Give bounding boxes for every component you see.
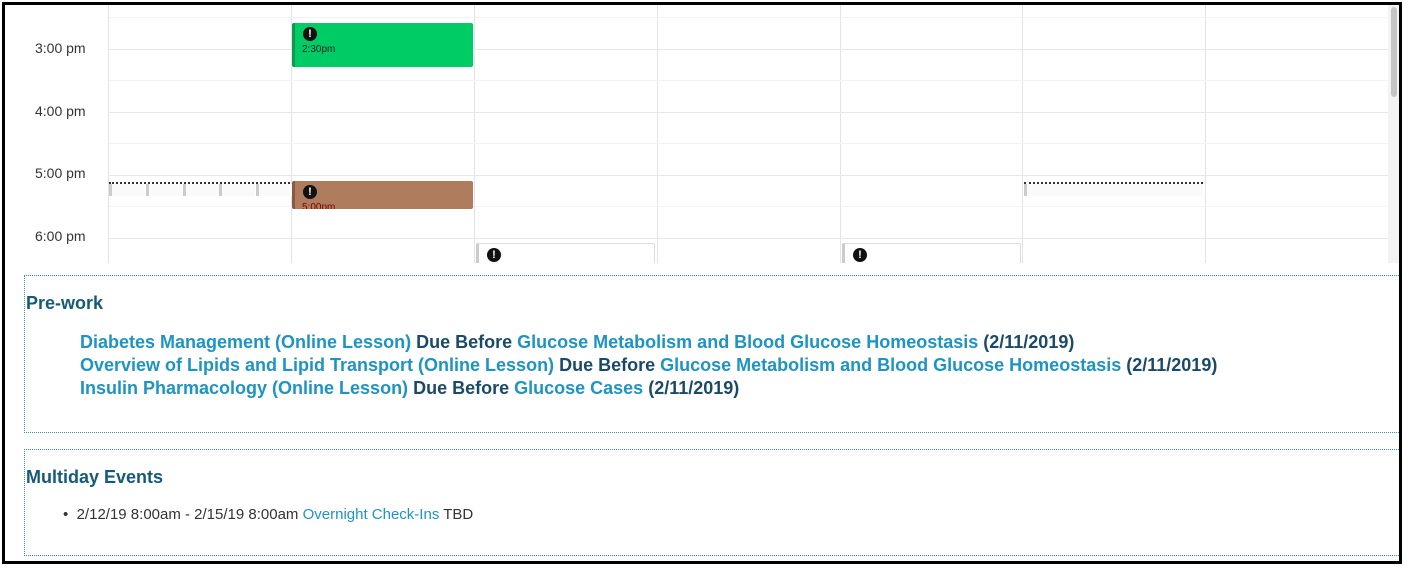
event-time: 2:30pm [302, 44, 336, 55]
event-chip[interactable] [183, 184, 219, 196]
window: 3:00 pm 4:00 pm 5:00 pm 6:00 pm ! 2:30pm… [2, 2, 1402, 564]
col-line [291, 5, 292, 263]
session-link[interactable]: Glucose Cases [514, 378, 644, 398]
event-location: TBD [443, 506, 474, 523]
section-title: Multiday Events [26, 467, 164, 487]
event-dates: 2/12/19 8:00am - 2/15/19 8:00am [76, 506, 299, 523]
multiday-item: • 2/12/19 8:00am - 2/15/19 8:00am Overni… [63, 506, 474, 523]
alert-icon: ! [487, 248, 501, 262]
session-link[interactable]: Glucose Metabolism and Blood Glucose Hom… [660, 355, 1122, 375]
lesson-link[interactable]: Overview of Lipids and Lipid Transport (… [80, 355, 555, 375]
event[interactable]: ! [476, 243, 655, 263]
due-text: Due Before [413, 378, 510, 398]
col-line [1205, 5, 1206, 263]
alert-icon: ! [303, 27, 317, 41]
time-label: 6:00 pm [35, 228, 86, 244]
multiday-section: Multiday Events • 2/12/19 8:00am - 2/15/… [24, 449, 1399, 556]
lesson-link[interactable]: Diabetes Management (Online Lesson) [80, 332, 412, 352]
event-chip[interactable] [256, 184, 292, 196]
event[interactable]: ! 5:00pm [292, 181, 473, 209]
time-label: 4:00 pm [35, 103, 86, 119]
prework-section: Pre-work Diabetes Management (Online Les… [24, 275, 1399, 433]
scrollbar[interactable] [1388, 5, 1399, 263]
calendar: 3:00 pm 4:00 pm 5:00 pm 6:00 pm ! 2:30pm… [5, 5, 1399, 263]
event-group [1024, 182, 1203, 197]
col-line [1022, 5, 1023, 263]
row-line [109, 206, 1389, 207]
row-line [109, 112, 1389, 113]
row-line [109, 238, 1389, 239]
alert-icon: ! [303, 185, 317, 199]
due-date: (2/11/2019) [648, 378, 740, 398]
col-line [108, 5, 109, 263]
time-label: 5:00 pm [35, 165, 86, 181]
event[interactable]: ! 2:30pm [292, 23, 473, 67]
section-title: Pre-work [26, 293, 104, 313]
event-time: 5:00pm [302, 202, 336, 209]
scroll-thumb[interactable] [1391, 7, 1397, 97]
prework-item: Overview of Lipids and Lipid Transport (… [80, 355, 1217, 376]
due-text: Due Before [559, 355, 656, 375]
row-line [109, 175, 1389, 176]
row-line [109, 17, 1389, 18]
event-chip[interactable] [109, 184, 145, 196]
alert-icon: ! [853, 248, 867, 262]
event-chip[interactable] [146, 184, 182, 196]
due-text: Due Before [416, 332, 513, 352]
due-date: (2/11/2019) [1126, 355, 1218, 375]
row-line [109, 49, 1389, 50]
col-line [474, 5, 475, 263]
col-line [840, 5, 841, 263]
row-line [109, 80, 1389, 81]
prework-item: Diabetes Management (Online Lesson) Due … [80, 332, 1074, 353]
event-group [109, 182, 292, 197]
session-link[interactable]: Glucose Metabolism and Blood Glucose Hom… [517, 332, 979, 352]
event[interactable]: ! [842, 243, 1021, 263]
col-line [657, 5, 658, 263]
time-label: 3:00 pm [35, 40, 86, 56]
row-line [109, 143, 1389, 144]
event-link[interactable]: Overnight Check-Ins [302, 506, 440, 523]
event-chip[interactable] [219, 184, 255, 196]
lesson-link[interactable]: Insulin Pharmacology (Online Lesson) [80, 378, 409, 398]
event-chip[interactable] [1024, 184, 1203, 196]
prework-item: Insulin Pharmacology (Online Lesson) Due… [80, 378, 739, 399]
due-date: (2/11/2019) [983, 332, 1075, 352]
